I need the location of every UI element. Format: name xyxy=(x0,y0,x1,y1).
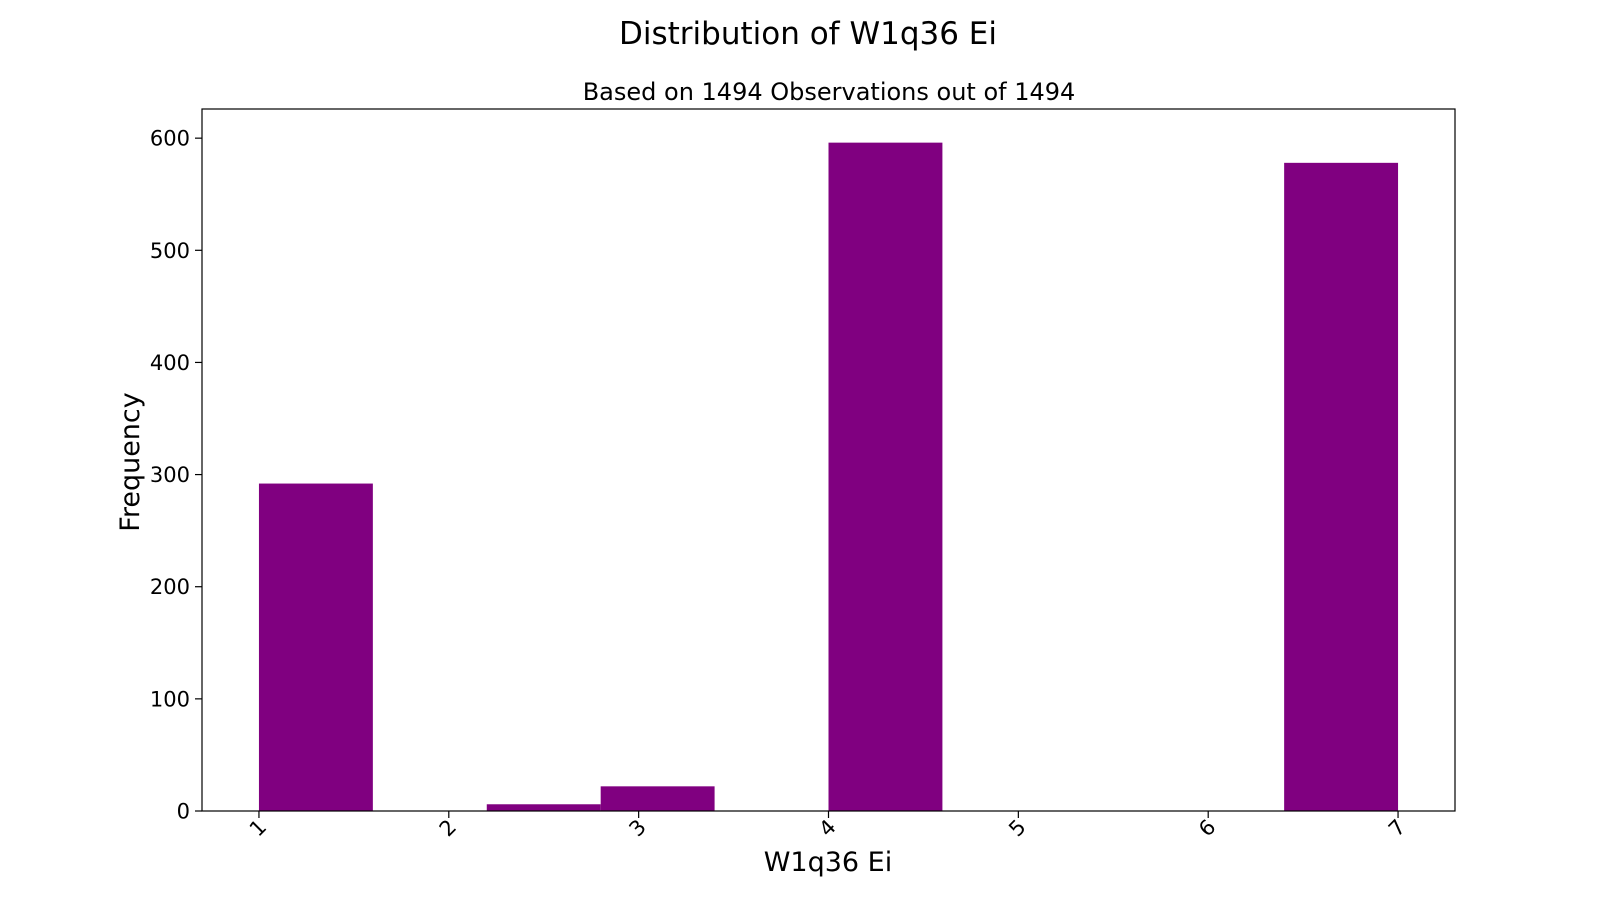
y-tick-label: 400 xyxy=(150,351,190,375)
bar-bin-3 xyxy=(486,804,601,811)
x-axis: 1 2 3 4 5 6 7 xyxy=(245,811,1410,841)
chart-subtitle: Based on 1494 Observations out of 1494 xyxy=(583,78,1076,106)
y-tick-label: 600 xyxy=(150,127,190,151)
x-axis-label: W1q36 Ei xyxy=(764,847,893,878)
x-tick-label: 4 xyxy=(814,815,840,841)
x-tick-label: 5 xyxy=(1004,815,1030,841)
chart-title: Distribution of W1q36 Ei xyxy=(619,16,997,52)
y-tick-label: 200 xyxy=(150,575,190,599)
bar-bin-10 xyxy=(1284,162,1399,811)
bar-bin-4 xyxy=(600,786,715,811)
y-tick-label: 500 xyxy=(150,239,190,263)
x-tick-label: 3 xyxy=(624,815,650,841)
x-tick-label: 1 xyxy=(245,815,271,841)
bars-group xyxy=(258,142,1399,811)
y-tick-label: 300 xyxy=(150,463,190,487)
y-axis: 0 100 200 300 400 500 600 xyxy=(150,127,202,824)
bar-bin-6 xyxy=(828,142,943,811)
x-tick-label: 6 xyxy=(1194,815,1220,841)
y-axis-label: Frequency xyxy=(115,392,146,532)
y-tick-label: 0 xyxy=(177,800,190,824)
bar-bin-1 xyxy=(258,483,373,811)
y-tick-label: 100 xyxy=(150,687,190,711)
x-tick-label: 7 xyxy=(1384,815,1410,841)
x-tick-label: 2 xyxy=(435,815,461,841)
